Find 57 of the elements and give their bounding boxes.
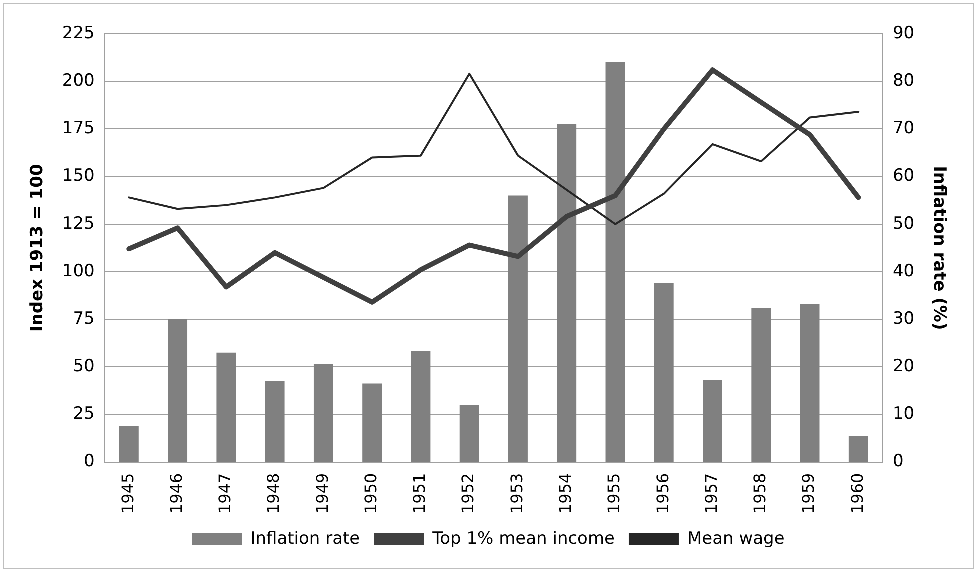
bar <box>460 405 480 462</box>
y-tick-label: 225 <box>62 23 95 44</box>
bar <box>557 124 577 462</box>
y-tick-label: 125 <box>62 214 95 234</box>
x-tick-label: 1958 <box>750 473 770 514</box>
x-tick-label: 1954 <box>556 473 576 514</box>
x-tick-label: 1950 <box>361 473 380 514</box>
x-tick-label: 1945 <box>118 473 138 514</box>
y2-tick-label: 20 <box>892 356 915 377</box>
y2-tick-label: 0 <box>892 452 904 472</box>
y-tick-label: 200 <box>62 71 95 92</box>
bar <box>265 381 285 462</box>
y2-tick-label: 90 <box>892 23 915 44</box>
y-tick-label: 50 <box>73 356 95 377</box>
legend-label: Top 1% mean income <box>432 528 615 549</box>
y2-tick-label: 70 <box>892 118 915 139</box>
y2-tick-label: 50 <box>892 214 915 234</box>
x-tick-label: 1956 <box>653 473 672 514</box>
x-tick-label: 1952 <box>458 473 478 514</box>
bar <box>168 320 188 462</box>
x-tick-label: 1953 <box>507 473 526 514</box>
bar <box>654 283 674 462</box>
y2-tick-label: 10 <box>892 404 915 424</box>
bar <box>362 384 382 462</box>
y-tick-label: 25 <box>73 404 95 424</box>
x-tick-label: 1948 <box>264 473 284 514</box>
x-tick-label: 1949 <box>312 473 332 514</box>
y2-tick-label: 30 <box>892 308 915 329</box>
bar <box>411 351 431 462</box>
bar <box>314 364 334 462</box>
bar <box>508 196 528 462</box>
bar <box>119 426 139 462</box>
bar <box>752 308 772 462</box>
x-tick-label: 1951 <box>410 473 430 514</box>
y-tick-label: 150 <box>62 166 95 186</box>
y-tick-label: 0 <box>84 452 95 472</box>
x-tick-label: 1959 <box>799 473 818 514</box>
x-tick-label: 1947 <box>216 473 235 514</box>
bar <box>703 380 722 462</box>
y-tick-label: 100 <box>62 261 95 282</box>
y-tick-label: 75 <box>73 308 95 329</box>
bar <box>848 436 868 462</box>
bar <box>216 352 236 462</box>
x-tick-label: 1955 <box>604 473 624 514</box>
y2-tick-label: 40 <box>892 261 915 282</box>
y-tick-label: 175 <box>62 118 95 139</box>
legend-label: Inflation rate <box>250 528 360 549</box>
y2-tick-label: 60 <box>892 166 915 186</box>
legend-label: Mean wage <box>687 528 785 549</box>
y-axis-title: Index 1913 = 100 <box>28 164 48 332</box>
x-tick-label: 1960 <box>848 473 867 514</box>
x-tick-label: 1946 <box>166 473 186 514</box>
x-tick-label: 1957 <box>702 473 721 514</box>
y2-tick-label: 80 <box>892 71 915 92</box>
bar <box>800 304 820 462</box>
bar <box>606 62 626 462</box>
y2-axis-title: Inflation rate (%) <box>929 166 950 330</box>
